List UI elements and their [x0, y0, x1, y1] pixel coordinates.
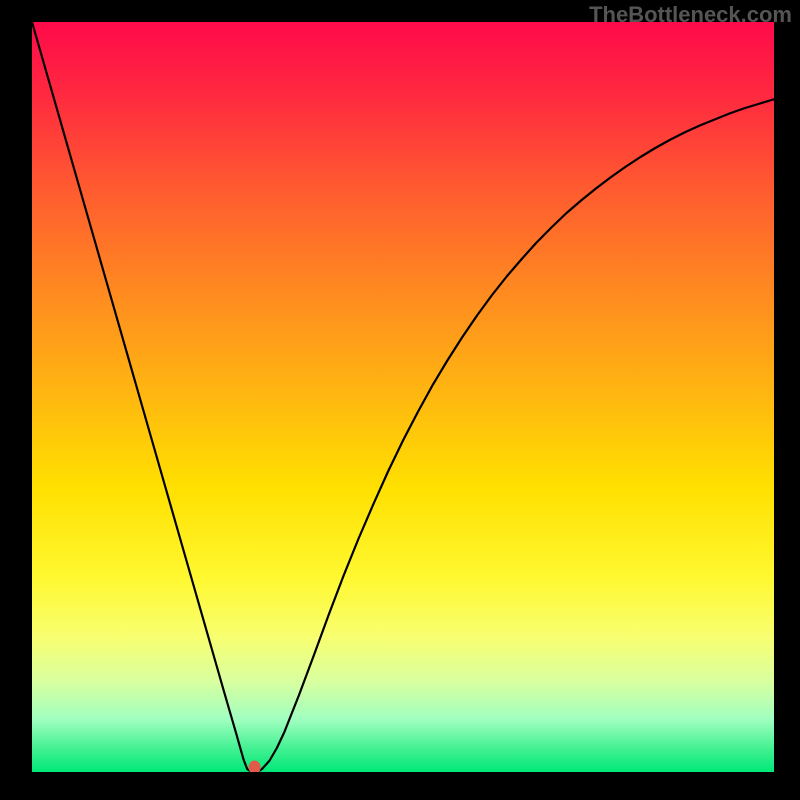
plot-area — [32, 22, 774, 772]
plot-svg — [32, 22, 774, 772]
plot-background — [32, 22, 774, 772]
chart-container: TheBottleneck.com — [0, 0, 800, 800]
watermark-text: TheBottleneck.com — [589, 2, 792, 28]
